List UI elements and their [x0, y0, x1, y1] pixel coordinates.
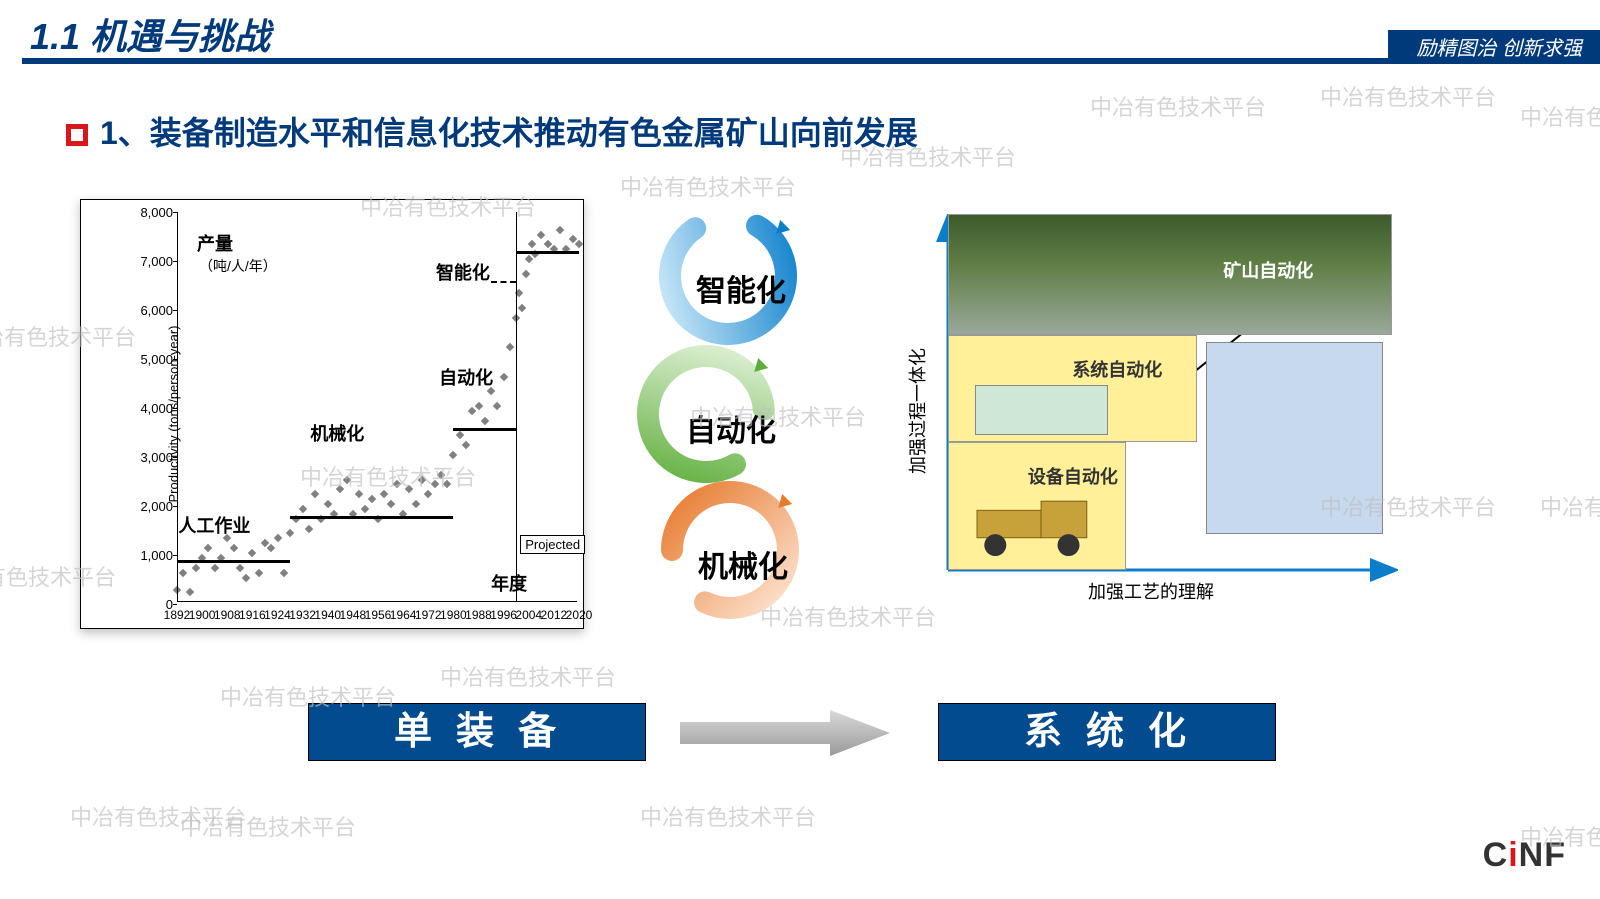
truck-icon: [961, 492, 1112, 556]
diagram-inset-panel: [1206, 342, 1384, 534]
diagram-inset-panel: [975, 385, 1108, 435]
diagram-cell-label: 设备自动化: [1028, 463, 1118, 489]
watermark: 中冶有色技术平台: [70, 800, 246, 832]
watermark: 中冶有色技术平台: [1320, 80, 1496, 112]
diagram-x-axis-label: 加强工艺的理解: [904, 578, 1398, 604]
diagram-cell-label: 系统自动化: [1072, 356, 1162, 382]
logo-post: NF: [1519, 836, 1566, 874]
rings-infographic: 智能化自动化机械化: [618, 206, 848, 606]
ring-label: 机械化: [698, 542, 788, 586]
logo-accent: i: [1508, 836, 1518, 874]
diagram-plot-area: 矿山自动化系统自动化设备自动化: [948, 214, 1392, 570]
page-title: 1.1 机遇与挑战: [30, 8, 270, 60]
logo-pre: C: [1483, 836, 1509, 874]
productivity-chart: Productivity (tons/person-year)01,0002,0…: [80, 199, 584, 629]
brand-logo: CiNF: [1483, 836, 1566, 875]
watermark: 中冶有色技术平台: [440, 660, 616, 692]
diagram-cell: [948, 214, 1392, 335]
watermark: 中冶有色技术平台: [1540, 490, 1600, 522]
bottom-label-left: 单装备: [308, 703, 646, 761]
watermark: 中冶有色技术平台: [1090, 90, 1266, 122]
section-subtitle: 1、装备制造水平和信息化技术推动有色金属矿山向前发展: [66, 108, 918, 154]
automation-diagram: 矿山自动化系统自动化设备自动化 加强过程一体化 加强工艺的理解: [904, 214, 1398, 608]
bottom-label-right: 系统化: [938, 703, 1276, 761]
corner-banner: 励精图治 创新求强: [1388, 30, 1600, 62]
watermark: 中冶有色技术平台: [180, 810, 356, 842]
arrow-icon: [680, 710, 890, 756]
title-underline: [22, 58, 1600, 64]
diagram-cell-label: 矿山自动化: [1223, 257, 1313, 283]
watermark: 中冶有色技术平台: [640, 800, 816, 832]
diagram-y-axis-label: 加强过程一体化: [904, 348, 930, 474]
page-header: 1.1 机遇与挑战 励精图治 创新求强: [0, 12, 1600, 58]
ring-label: 智能化: [696, 266, 786, 310]
bullet-icon: [66, 124, 88, 146]
ring-label: 自动化: [686, 406, 776, 450]
subtitle-text: 1、装备制造水平和信息化技术推动有色金属矿山向前发展: [100, 115, 918, 151]
watermark: 中冶有色技术平台: [1520, 100, 1600, 132]
